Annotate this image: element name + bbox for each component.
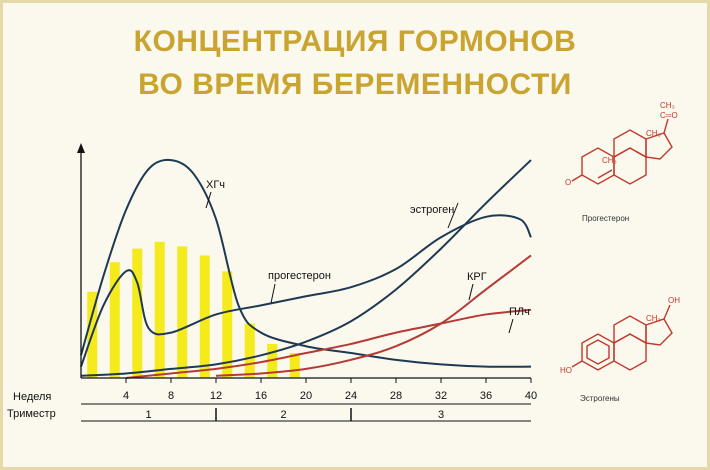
series-label: ХГч — [206, 179, 225, 191]
bars-group — [87, 241, 300, 378]
series-label: прогестерон — [268, 270, 331, 282]
bar — [289, 353, 300, 378]
trimester-label: 3 — [438, 409, 444, 421]
axes-group — [77, 143, 531, 422]
trimester-label: 2 — [280, 409, 286, 421]
x-tick-label: 16 — [255, 390, 267, 402]
progesterone-molecule: C═O CH₃ CH₃ CH₃ O Прогестерон — [565, 101, 678, 223]
x-tick-label: 24 — [345, 390, 357, 402]
ring-c — [613, 315, 647, 345]
series-line-ХГч — [80, 158, 532, 368]
series-label: ПЛч — [509, 306, 530, 318]
y-axis-arrow — [77, 143, 85, 153]
ring-a — [581, 147, 615, 185]
x-tick-label: 4 — [123, 390, 129, 402]
o-label: O — [565, 178, 571, 187]
x-tick-label: 36 — [480, 390, 492, 402]
ring-c — [613, 129, 647, 159]
series-line-эстроген — [80, 159, 532, 377]
title-line-1: КОНЦЕНТРАЦИЯ ГОРМОНОВ — [133, 25, 577, 58]
ring-a-inner — [586, 339, 610, 365]
ring-d — [645, 318, 673, 346]
week-axis-label: Неделя — [13, 391, 51, 403]
co-label: C═O — [660, 111, 678, 120]
x-tick-label: 40 — [525, 390, 537, 402]
ring-b — [613, 333, 647, 371]
oh-label: OH — [668, 296, 680, 305]
title-line-2: ВО ВРЕМЯ БЕРЕМЕННОСТИ — [138, 68, 572, 101]
bar — [244, 323, 255, 378]
ch3-label: CH₃ — [646, 314, 661, 323]
series-line-КРГ — [215, 254, 532, 377]
x-tick-label: 12 — [210, 390, 222, 402]
ho-label: HO — [560, 366, 572, 375]
lines-group — [80, 158, 532, 379]
ch3-c-label: CH₃ — [646, 129, 661, 138]
series-label: эстроген — [410, 204, 454, 216]
ring-b — [613, 147, 647, 185]
x-tick-label: 8 — [168, 390, 174, 402]
x-tick-label: 20 — [300, 390, 312, 402]
hormone-chart: 4 8 12 16 20 24 28 32 36 401 2 3 Неделя Триместр ХГ… — [7, 101, 680, 422]
bar — [177, 246, 188, 378]
ring-d — [645, 132, 673, 160]
trimester-label: 1 — [145, 409, 151, 421]
label-leader — [270, 283, 276, 304]
trimester-axis-label: Триместр — [7, 408, 56, 420]
estrogen-caption: Эстрогены — [580, 394, 620, 403]
bar — [154, 241, 165, 378]
label-leader — [508, 318, 514, 334]
x-tick-label: 32 — [435, 390, 447, 402]
bar — [199, 255, 210, 378]
bar — [222, 271, 233, 378]
ch3-top-label: CH₃ — [660, 101, 675, 110]
series-label: КРГ — [467, 271, 487, 283]
label-leader — [205, 191, 212, 209]
x-tick-label: 28 — [390, 390, 402, 402]
label-leader — [447, 202, 459, 229]
estrogen-molecule: OH CH₃ HO Эстрогены — [560, 296, 680, 403]
ticks-group: 4 8 12 16 20 24 28 32 36 401 2 3 — [123, 378, 537, 421]
progesterone-caption: Прогестерон — [582, 214, 629, 223]
series-line-ПЛч — [125, 308, 532, 379]
bar — [132, 248, 143, 378]
series-labels-group: ХГч эстроген прогестерон КРГ ПЛч — [205, 179, 530, 334]
label-leader — [468, 283, 474, 301]
bar — [109, 262, 120, 378]
series-line-прогестерон — [80, 214, 532, 367]
ch3-d-label: CH₃ — [602, 156, 617, 165]
